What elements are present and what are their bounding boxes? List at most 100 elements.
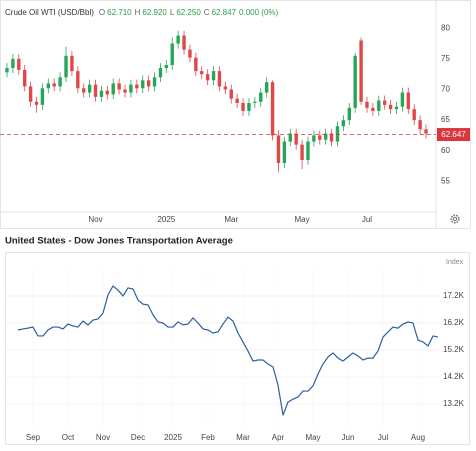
candle-body: [388, 104, 393, 110]
candle-body: [394, 106, 399, 110]
candle-body: [34, 101, 39, 105]
y-tick-label: 13.2K: [443, 399, 465, 408]
candle-body: [294, 133, 298, 145]
oil-panel: [0, 0, 471, 229]
candle-body: [23, 69, 27, 87]
candle-body: [335, 126, 340, 142]
legend-value: 62.847: [212, 8, 237, 17]
legend-key: C: [204, 8, 210, 17]
legend-value: 62.710: [107, 8, 132, 17]
y-tick-label: 17.2K: [443, 291, 465, 300]
x-tick-label: Aug: [411, 433, 425, 442]
x-tick-label: Mar: [224, 215, 238, 224]
candle-body: [146, 80, 151, 87]
candle-body: [276, 135, 281, 163]
candle-body: [229, 89, 233, 99]
candle-body: [412, 109, 416, 121]
y-tick-label: 15.2K: [443, 345, 465, 354]
candle-body: [406, 92, 410, 110]
last-price-label: 62.647: [441, 130, 466, 139]
x-tick-label: Jul: [378, 433, 388, 442]
dj-title: United States - Dow Jones Transportation…: [5, 236, 233, 247]
candle-body: [194, 57, 198, 72]
x-tick-label: May: [305, 433, 320, 442]
candle-body: [70, 55, 74, 72]
candle-body: [117, 83, 121, 90]
x-tick-label: Mar: [236, 433, 250, 442]
candle-body: [123, 89, 127, 93]
x-tick-label: Apr: [272, 433, 285, 442]
candle-body: [82, 88, 86, 93]
candle-body: [141, 80, 145, 89]
candle-body: [329, 133, 334, 142]
candle-body: [5, 68, 9, 73]
legend-value: 62.920: [142, 8, 167, 17]
candle-body: [40, 88, 45, 105]
x-tick-label: Sep: [26, 433, 41, 442]
candle-body: [28, 86, 33, 102]
y-tick-label: 75: [441, 54, 450, 63]
x-tick-label: Oct: [62, 433, 75, 442]
legend-value: 62.250: [176, 8, 201, 17]
candle-body: [205, 74, 210, 81]
candle-body: [170, 43, 174, 65]
candle-body: [424, 129, 428, 134]
y-axis-label: Index: [446, 259, 464, 266]
settings-icon[interactable]: [450, 214, 460, 224]
x-tick-label: Jun: [342, 433, 355, 442]
candle-body: [371, 107, 375, 111]
candle-body: [182, 35, 186, 50]
candle-body: [152, 77, 157, 87]
candle-body: [323, 133, 328, 140]
candle-body: [282, 141, 287, 163]
x-tick-label: 2025: [164, 433, 182, 442]
candle-body: [312, 135, 316, 142]
candle-body: [64, 55, 68, 78]
candle-body: [188, 49, 192, 58]
legend-key: O: [99, 8, 105, 17]
candle-body: [347, 107, 351, 121]
x-tick-label: Dec: [131, 433, 145, 442]
x-tick-label: Feb: [201, 433, 215, 442]
candle-body: [247, 102, 251, 111]
candle-body: [353, 55, 357, 108]
candle-body: [111, 83, 115, 95]
legend-change: 0.000 (0%): [239, 8, 278, 17]
series-line: [17, 285, 439, 416]
candle-body: [17, 58, 21, 70]
candle-body: [46, 83, 51, 89]
candle-body: [176, 35, 180, 44]
candle-body: [129, 84, 133, 93]
candle-body: [259, 92, 263, 102]
candle-body: [300, 144, 304, 160]
y-tick-label: 70: [441, 85, 450, 94]
candle-body: [318, 135, 322, 140]
chart-title: Crude Oil WTI (USD/Bbl): [5, 8, 94, 17]
dj-panel: [5, 252, 470, 445]
y-tick-label: 55: [441, 176, 450, 185]
candle-body: [93, 84, 98, 97]
x-tick-label: 2025: [157, 215, 175, 224]
candle-body: [365, 101, 369, 108]
candle-body: [76, 71, 80, 89]
candle-body: [223, 86, 228, 90]
last-price-box: [437, 128, 470, 142]
chart-header: Crude Oil WTI (USD/Bbl) O 62.710 H 62.920 L 62…: [5, 8, 279, 17]
x-tick-label: Nov: [96, 433, 110, 442]
candle-body: [377, 100, 381, 111]
candle-body: [253, 101, 257, 103]
candle-body: [52, 83, 56, 87]
candle-body: [11, 58, 15, 69]
candle-body: [359, 40, 363, 102]
candle-body: [164, 65, 169, 69]
candle-body: [217, 71, 222, 87]
x-tick-label: Jul: [362, 215, 372, 224]
candle-body: [135, 84, 139, 89]
candle-body: [211, 71, 216, 81]
candle-body: [264, 82, 269, 93]
charts: 55 60 65 70 75 80 Nov 2025 Mar May Jul Crude Oil WT…: [0, 8, 470, 442]
candle-body: [382, 100, 387, 105]
y-tick-label: 60: [441, 146, 450, 155]
y-tick-label: 80: [441, 23, 450, 32]
